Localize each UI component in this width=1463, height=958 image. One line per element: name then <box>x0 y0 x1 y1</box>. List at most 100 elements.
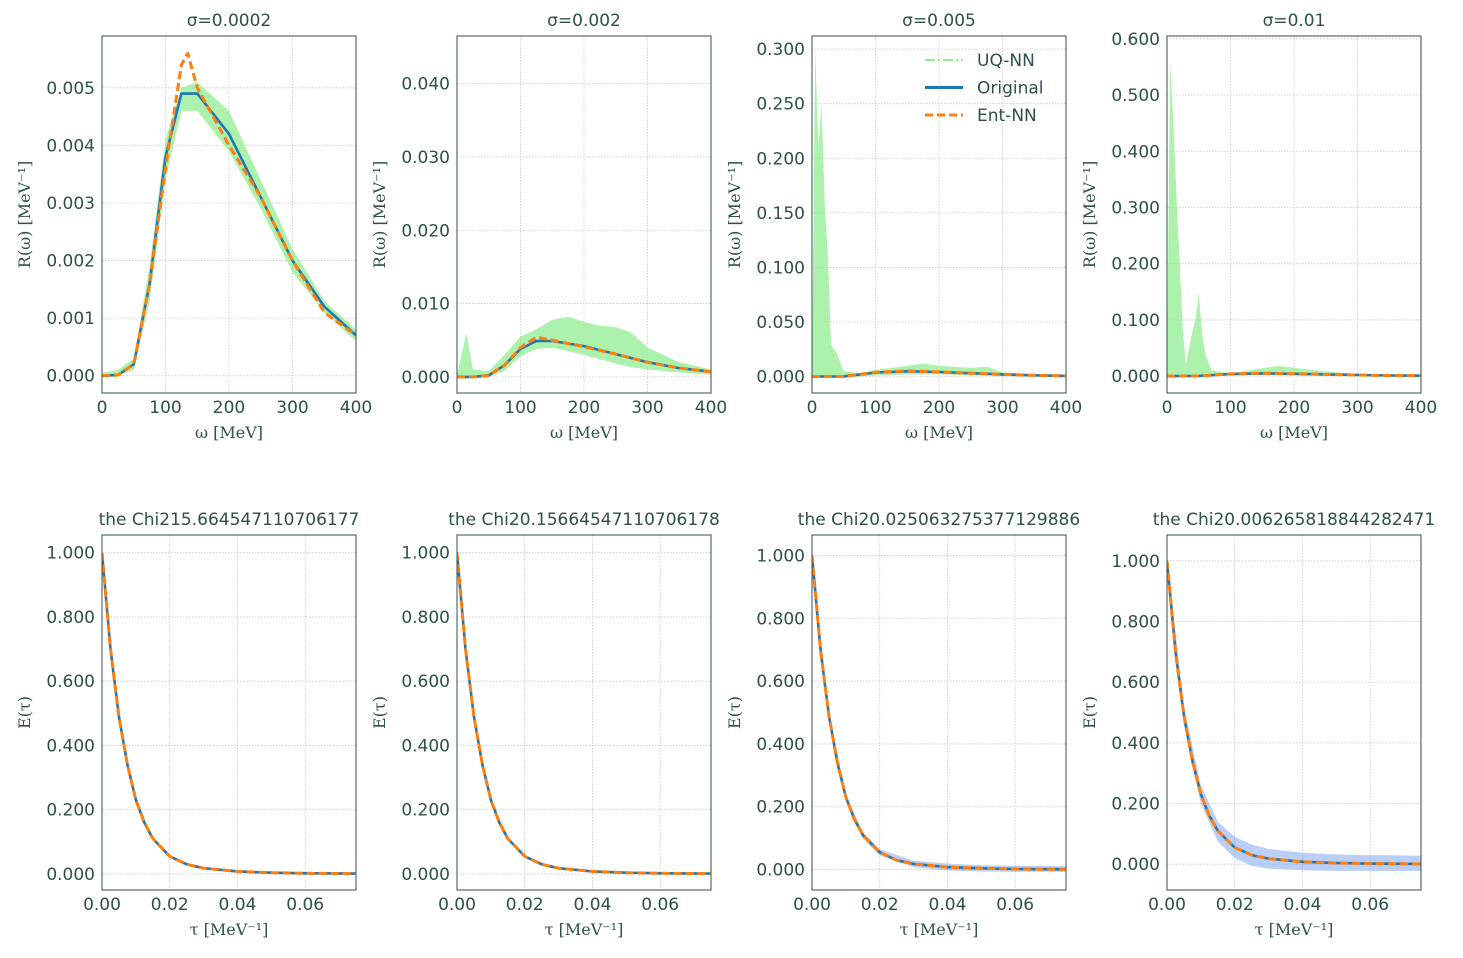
x-axis-label: ω [MeV] <box>905 423 973 442</box>
series-original-line <box>457 552 711 875</box>
axes-frame <box>456 35 712 394</box>
y-axis-label: E(τ) <box>1080 696 1099 729</box>
x-tick-label: 0.02 <box>151 895 189 915</box>
y-tick-label: 0.400 <box>46 736 95 756</box>
x-tick-label: 0.00 <box>793 895 831 915</box>
x-tick-label: 100 <box>149 398 181 418</box>
subplot-title: the Chi20.025063275377129886 <box>798 510 1080 530</box>
y-tick-label: 0.600 <box>46 672 95 692</box>
y-axis-label: R(ω) [MeV⁻¹] <box>725 161 744 268</box>
plot-area <box>1167 61 1421 378</box>
x-tick-label: 200 <box>1278 398 1310 418</box>
subplot-title: the Chi215.664547110706177 <box>99 510 360 530</box>
y-tick-label: 0.600 <box>401 672 450 692</box>
x-tick-label: 0.06 <box>1351 895 1389 915</box>
y-axis-label: R(ω) [MeV⁻¹] <box>1080 161 1099 268</box>
subplot-title: the Chi20.006265818844282471 <box>1153 510 1435 530</box>
x-tick-label: 200 <box>923 398 955 418</box>
subplot-2: 0 100 200 300 400 0.000 0.010 0.020 0.030 0.040 σ=… <box>370 11 727 442</box>
series-uq-nn-band <box>1167 61 1421 377</box>
x-tick-label: 0.02 <box>1216 895 1254 915</box>
x-tick-label: 0.04 <box>219 895 257 915</box>
x-tick-label: 0.06 <box>996 895 1034 915</box>
subplot-title: σ=0.005 <box>902 11 976 31</box>
axes-frame <box>101 35 357 394</box>
y-tick-label: 0.150 <box>756 204 805 224</box>
subplot-1: 0 100 200 300 400 0.000 0.001 0.002 0.003 0.004 0.… <box>15 11 372 442</box>
y-tick-label: 0.050 <box>756 313 805 333</box>
y-tick-label: 0.800 <box>401 608 450 628</box>
plot-area <box>457 552 711 876</box>
x-tick-label: 400 <box>1405 398 1437 418</box>
y-tick-label: 0.010 <box>401 295 450 315</box>
y-tick-label: 0.005 <box>46 79 95 99</box>
y-tick-label: 1.000 <box>1111 552 1160 572</box>
y-axis-label: R(ω) [MeV⁻¹] <box>15 161 34 268</box>
y-tick-label: 0.000 <box>1111 367 1160 387</box>
x-tick-label: 400 <box>340 398 372 418</box>
y-tick-label: 0.200 <box>46 801 95 821</box>
x-tick-label: 0.04 <box>929 895 967 915</box>
y-tick-label: 0.500 <box>1111 86 1160 106</box>
y-tick-label: 0.800 <box>756 609 805 629</box>
legend-label: Ent-NN <box>977 106 1037 126</box>
x-tick-label: 0.06 <box>286 895 324 915</box>
x-axis-label: τ [MeV⁻¹] <box>900 920 979 939</box>
x-tick-label: 200 <box>213 398 245 418</box>
y-tick-label: 0.400 <box>1111 734 1160 754</box>
series-ent-nn-line <box>1167 371 1421 378</box>
x-tick-label: 100 <box>859 398 891 418</box>
y-tick-label: 0.200 <box>1111 255 1160 275</box>
y-tick-label: 0.000 <box>46 367 95 387</box>
x-tick-label: 0 <box>807 398 818 418</box>
grid-lines <box>102 535 356 890</box>
grid-lines <box>1167 36 1421 393</box>
legend-entry-original: Original <box>925 79 1044 99</box>
plot-area <box>457 316 711 379</box>
series-original-line <box>812 555 1066 871</box>
series-original-line <box>1167 560 1421 866</box>
subplot-3: 0 100 200 300 400 0.000 0.050 0.100 0.150 0.200 0.… <box>725 11 1082 442</box>
x-tick-label: 0.04 <box>1284 895 1322 915</box>
x-tick-label: 400 <box>695 398 727 418</box>
subplot-title: σ=0.01 <box>1263 11 1326 31</box>
x-tick-label: 200 <box>568 398 600 418</box>
series-uq-nn-band <box>1167 554 1421 871</box>
y-tick-label: 0.200 <box>401 801 450 821</box>
series-ent-nn-line <box>102 552 356 876</box>
x-tick-label: 0.02 <box>506 895 544 915</box>
x-tick-label: 300 <box>276 398 308 418</box>
legend: UQ-NN Original Ent-NN <box>925 51 1044 126</box>
y-tick-label: 0.000 <box>1111 855 1160 875</box>
y-tick-label: 1.000 <box>756 546 805 566</box>
subplot-7: 0.00 0.02 0.04 0.06 0.000 0.200 0.400 0.600 0.80… <box>725 510 1080 939</box>
legend-entry-ent-nn: Ent-NN <box>925 106 1037 126</box>
series-ent-nn-line <box>457 335 711 379</box>
y-axis-label: E(τ) <box>725 696 744 729</box>
x-tick-label: 0.04 <box>574 895 612 915</box>
y-tick-label: 1.000 <box>46 544 95 564</box>
axes-frame <box>1166 534 1422 891</box>
axes-frame <box>101 534 357 891</box>
y-tick-label: 0.600 <box>1111 673 1160 693</box>
x-tick-label: 300 <box>631 398 663 418</box>
x-axis-label: τ [MeV⁻¹] <box>545 920 624 939</box>
x-axis-label: ω [MeV] <box>1260 423 1328 442</box>
y-tick-label: 0.400 <box>756 735 805 755</box>
x-tick-label: 100 <box>1214 398 1246 418</box>
y-tick-label: 0.001 <box>46 309 95 329</box>
x-tick-label: 400 <box>1050 398 1082 418</box>
y-tick-label: 0.200 <box>756 149 805 169</box>
series-ent-nn-line <box>812 369 1066 379</box>
grid-lines <box>457 535 711 890</box>
subplot-4: 0 100 200 300 400 0.000 0.100 0.200 0.300 0.400 0.… <box>1080 11 1437 442</box>
y-tick-label: 0.000 <box>756 368 805 388</box>
axes-frame <box>1166 35 1422 394</box>
subplot-6: 0.00 0.02 0.04 0.06 0.000 0.200 0.400 0.600 0.80… <box>370 510 720 939</box>
y-tick-label: 0.600 <box>756 672 805 692</box>
axes-frame <box>811 534 1067 891</box>
y-tick-label: 0.000 <box>401 865 450 885</box>
subplot-8: 0.00 0.02 0.04 0.06 0.000 0.200 0.400 0.600 0.80… <box>1080 510 1435 939</box>
y-axis-label: E(τ) <box>370 696 389 729</box>
